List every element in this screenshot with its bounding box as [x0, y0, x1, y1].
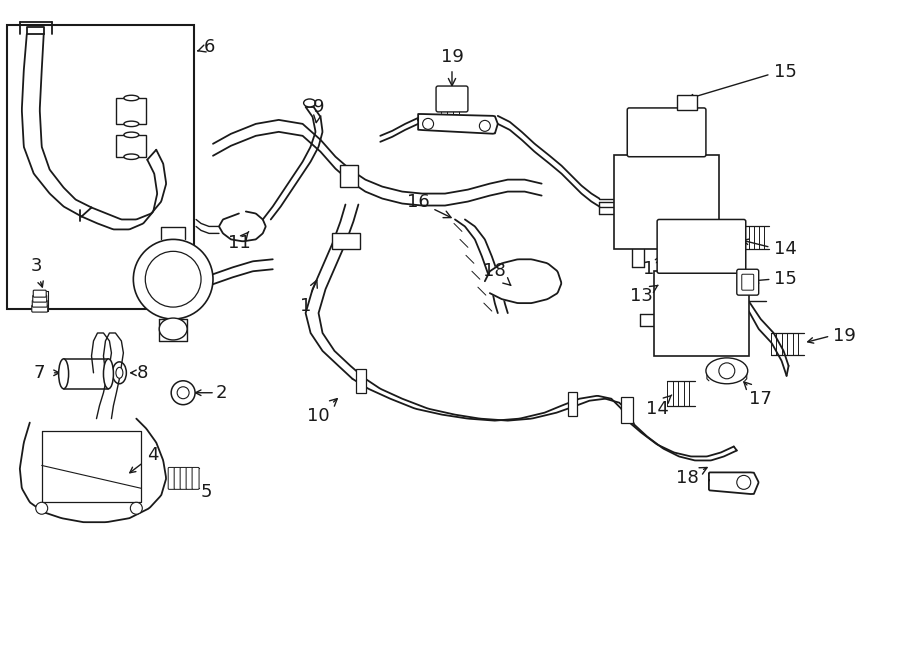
Text: 15: 15	[774, 63, 796, 81]
FancyBboxPatch shape	[180, 467, 187, 489]
FancyBboxPatch shape	[340, 165, 358, 186]
FancyBboxPatch shape	[737, 269, 759, 295]
FancyBboxPatch shape	[33, 290, 46, 297]
Ellipse shape	[124, 132, 139, 137]
Text: 6: 6	[198, 38, 215, 56]
FancyBboxPatch shape	[32, 305, 48, 312]
FancyBboxPatch shape	[742, 274, 753, 290]
Circle shape	[171, 381, 195, 405]
Text: 13: 13	[630, 286, 658, 305]
FancyBboxPatch shape	[175, 467, 181, 489]
Ellipse shape	[124, 121, 139, 127]
Ellipse shape	[124, 95, 139, 100]
Bar	[7, 25, 194, 309]
Text: 17: 17	[743, 382, 772, 408]
Text: 18: 18	[676, 467, 707, 487]
Ellipse shape	[706, 358, 748, 384]
Bar	[116, 135, 147, 157]
Text: 7: 7	[34, 364, 46, 382]
Text: 16: 16	[407, 192, 451, 217]
FancyBboxPatch shape	[168, 467, 176, 489]
FancyBboxPatch shape	[568, 392, 578, 416]
Circle shape	[145, 251, 201, 307]
FancyBboxPatch shape	[621, 397, 634, 422]
Circle shape	[130, 502, 142, 514]
Ellipse shape	[58, 359, 68, 389]
Text: 14: 14	[774, 241, 796, 258]
FancyBboxPatch shape	[186, 467, 194, 489]
Ellipse shape	[172, 388, 194, 398]
Text: 18: 18	[483, 262, 510, 286]
FancyBboxPatch shape	[654, 271, 749, 356]
FancyBboxPatch shape	[627, 108, 706, 157]
Text: 4: 4	[148, 446, 159, 465]
Circle shape	[177, 387, 189, 399]
FancyBboxPatch shape	[332, 233, 360, 249]
Text: 12: 12	[643, 254, 666, 278]
Text: 14: 14	[645, 395, 671, 418]
Text: 11: 11	[228, 231, 250, 253]
Polygon shape	[485, 259, 562, 303]
Ellipse shape	[124, 154, 139, 159]
Text: 9: 9	[313, 98, 324, 122]
Text: 19: 19	[833, 327, 856, 345]
Ellipse shape	[104, 359, 113, 389]
Ellipse shape	[116, 368, 123, 378]
Text: 10: 10	[307, 399, 338, 424]
FancyBboxPatch shape	[32, 300, 47, 307]
Text: 3: 3	[31, 257, 42, 275]
Circle shape	[719, 363, 734, 379]
Text: 15: 15	[774, 270, 796, 288]
Circle shape	[36, 502, 48, 514]
Ellipse shape	[112, 362, 126, 384]
Circle shape	[423, 118, 434, 130]
Text: 5: 5	[201, 483, 212, 501]
Ellipse shape	[303, 99, 316, 107]
Ellipse shape	[159, 318, 187, 340]
FancyBboxPatch shape	[615, 155, 719, 249]
FancyBboxPatch shape	[677, 95, 697, 110]
Polygon shape	[418, 114, 498, 134]
FancyBboxPatch shape	[32, 295, 47, 302]
Text: 19: 19	[441, 48, 464, 86]
FancyBboxPatch shape	[356, 369, 366, 393]
Text: 1: 1	[300, 280, 318, 315]
Text: 8: 8	[136, 364, 148, 382]
Text: 2: 2	[216, 384, 228, 402]
Circle shape	[480, 120, 491, 132]
FancyBboxPatch shape	[436, 86, 468, 112]
Polygon shape	[709, 473, 759, 494]
Circle shape	[737, 475, 751, 489]
FancyBboxPatch shape	[64, 359, 108, 389]
FancyBboxPatch shape	[657, 219, 746, 273]
Bar	[116, 98, 147, 124]
FancyBboxPatch shape	[192, 467, 199, 489]
Circle shape	[133, 239, 213, 319]
